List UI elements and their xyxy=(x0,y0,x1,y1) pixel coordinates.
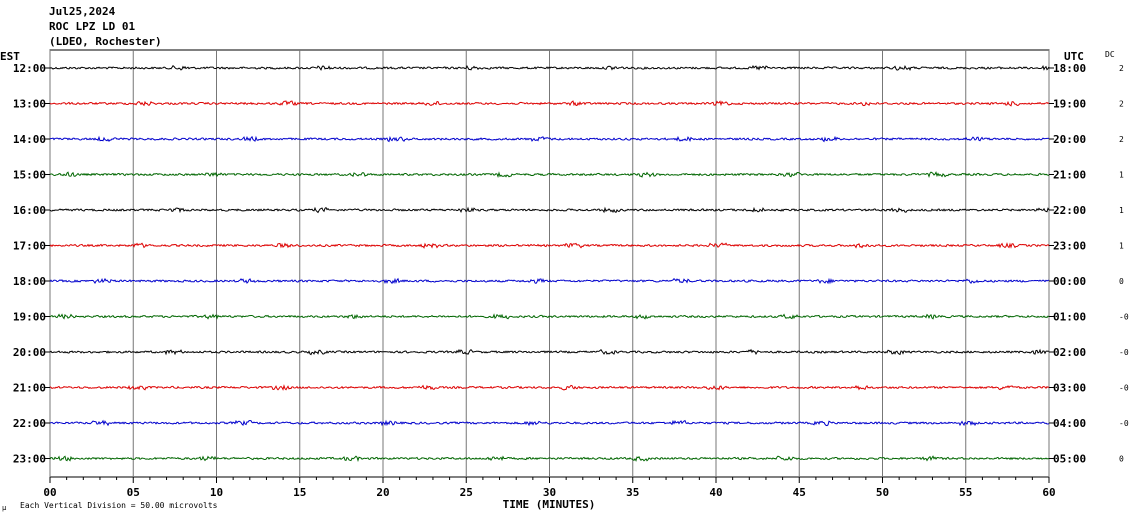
x-tick-label-50: 50 xyxy=(876,486,889,499)
est-hour-label: 21:00 xyxy=(13,382,46,395)
x-axis-title: TIME (MINUTES) xyxy=(503,498,596,511)
est-hour-label: 20:00 xyxy=(13,346,46,359)
dc-offset-label: -0 xyxy=(1119,384,1129,393)
dc-offset-label: 2 xyxy=(1119,100,1124,109)
est-hour-label: 23:00 xyxy=(13,453,46,466)
x-tick-label-25: 25 xyxy=(460,486,473,499)
dc-offset-label: 1 xyxy=(1119,206,1124,215)
dc-offset-label: -0 xyxy=(1119,313,1129,322)
trace-group xyxy=(49,64,1050,462)
est-hour-label: 22:00 xyxy=(13,417,46,430)
network-label: (LDEO, Rochester) xyxy=(49,35,162,48)
x-tick-label-45: 45 xyxy=(793,486,806,499)
est-hour-label: 12:00 xyxy=(13,62,46,75)
corner-mark: μ xyxy=(2,504,7,512)
x-tick-label-5: 05 xyxy=(127,486,140,499)
utc-hour-label: 22:00 xyxy=(1053,204,1086,217)
est-hour-label: 14:00 xyxy=(13,133,46,146)
x-tick-label-40: 40 xyxy=(709,486,722,499)
dc-offset-label: -0 xyxy=(1119,348,1129,357)
dc-offset-label: 2 xyxy=(1119,64,1124,73)
dc-offset-label: 0 xyxy=(1119,277,1124,286)
scale-note: Each Vertical Division = 50.00 microvolt… xyxy=(20,501,218,510)
x-tick-label-20: 20 xyxy=(376,486,389,499)
trace-row-1400 xyxy=(49,135,1050,143)
trace-row-1300 xyxy=(49,100,1050,107)
trace-row-2200 xyxy=(49,419,1050,427)
date-label: Jul25,2024 xyxy=(49,5,116,18)
dc-offset-label: 0 xyxy=(1119,455,1124,464)
x-tick-label-55: 55 xyxy=(959,486,972,499)
grid-lines xyxy=(45,49,1054,483)
est-hour-label: 19:00 xyxy=(13,311,46,324)
est-hour-label: 13:00 xyxy=(13,98,46,111)
trace-row-1500 xyxy=(49,171,1050,179)
est-hour-label: 16:00 xyxy=(13,204,46,217)
dc-offset-label: 1 xyxy=(1119,242,1124,251)
dc-offset-label: 2 xyxy=(1119,135,1124,144)
station-label: ROC LPZ LD 01 xyxy=(49,20,136,33)
dc-offset-label: -0 xyxy=(1119,419,1129,428)
est-zone-label: EST xyxy=(0,50,20,63)
trace-row-2300 xyxy=(49,455,1050,462)
chart-header: Jul25,2024 ROC LPZ LD 01 (LDEO, Rocheste… xyxy=(49,4,162,49)
axis-labels: EST UTC DC TIME (MINUTES) Each Vertical … xyxy=(0,50,1129,512)
utc-hour-label: 02:00 xyxy=(1053,346,1086,359)
utc-hour-label: 20:00 xyxy=(1053,133,1086,146)
est-hour-label: 18:00 xyxy=(13,275,46,288)
trace-row-1200 xyxy=(49,64,1050,71)
est-hour-label: 17:00 xyxy=(13,240,46,253)
utc-hour-label: 23:00 xyxy=(1053,240,1086,253)
x-tick-label-15: 15 xyxy=(293,486,306,499)
x-tick-label-60: 60 xyxy=(1042,486,1055,499)
utc-hour-label: 18:00 xyxy=(1053,62,1086,75)
utc-hour-label: 19:00 xyxy=(1053,98,1086,111)
x-tick-label-0: 00 xyxy=(43,486,56,499)
utc-hour-label: 04:00 xyxy=(1053,417,1086,430)
trace-row-2100 xyxy=(49,384,1050,391)
utc-hour-label: 00:00 xyxy=(1053,275,1086,288)
x-tick-label-35: 35 xyxy=(626,486,639,499)
dc-header-label: DC xyxy=(1105,50,1115,59)
trace-row-1900 xyxy=(49,313,1050,320)
trace-row-1700 xyxy=(49,242,1050,249)
x-tick-label-30: 30 xyxy=(543,486,556,499)
trace-row-1600 xyxy=(49,206,1050,214)
utc-hour-label: 03:00 xyxy=(1053,382,1086,395)
utc-hour-label: 05:00 xyxy=(1053,453,1086,466)
dc-offset-label: 1 xyxy=(1119,171,1124,180)
x-tick-label-10: 10 xyxy=(210,486,223,499)
trace-row-1800 xyxy=(49,277,1050,285)
utc-hour-label: 01:00 xyxy=(1053,311,1086,324)
est-hour-label: 15:00 xyxy=(13,169,46,182)
trace-row-2000 xyxy=(49,348,1050,356)
utc-hour-label: 21:00 xyxy=(1053,169,1086,182)
utc-zone-label: UTC xyxy=(1064,50,1084,63)
